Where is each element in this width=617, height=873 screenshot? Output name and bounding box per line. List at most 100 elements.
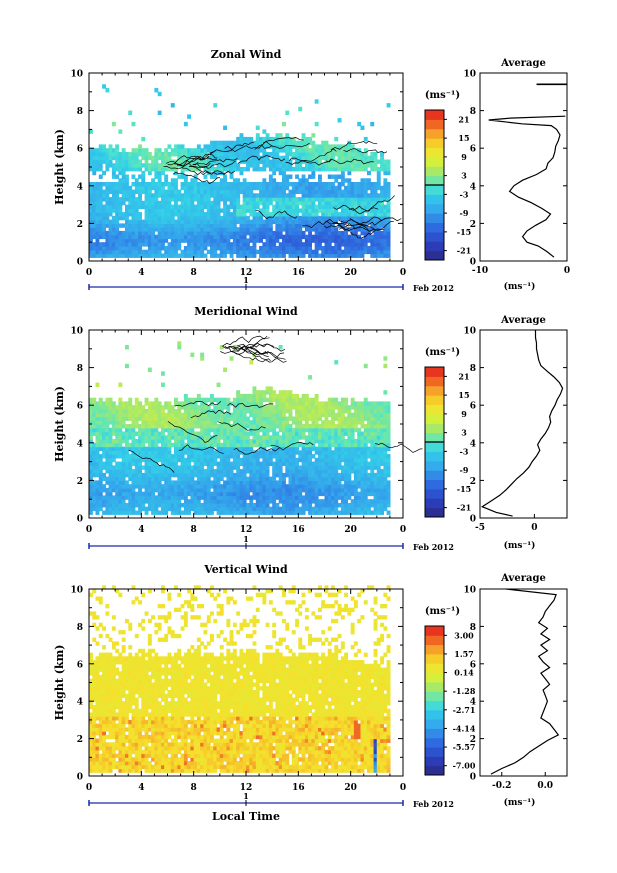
- heatmap-cell: [383, 238, 388, 243]
- heatmap-cell: [337, 465, 342, 470]
- heatmap-cell: [167, 204, 172, 209]
- heatmap-cell: [334, 469, 339, 474]
- heatmap-cell: [164, 427, 169, 433]
- heatmap-cell: [252, 503, 257, 508]
- heatmap-cell: [128, 204, 133, 209]
- heatmap-cell: [370, 238, 375, 243]
- heatmap-cell: [229, 197, 234, 202]
- heatmap-cell: [115, 461, 120, 466]
- heatmap-cell: [252, 420, 257, 425]
- heatmap-cell: [291, 182, 296, 187]
- heatmap-cell: [95, 491, 100, 497]
- heatmap-cell: [298, 469, 303, 474]
- heatmap-cell: [242, 242, 247, 247]
- heatmap-cell: [386, 167, 391, 172]
- heatmap-cell: [275, 182, 280, 187]
- heatmap-cell: [331, 491, 335, 497]
- heatmap-cell: [262, 234, 267, 240]
- heatmap-cell: [314, 495, 319, 500]
- heatmap-cell: [111, 472, 116, 478]
- heatmap-cell: [242, 446, 247, 451]
- heatmap-cell: [301, 506, 306, 512]
- heatmap-cell: [291, 253, 296, 258]
- heatmap-cell: [324, 409, 329, 414]
- heatmap-cell: [331, 450, 335, 455]
- heatmap-cell: [128, 246, 133, 251]
- heatmap-cell: [147, 446, 152, 451]
- heatmap-cell: [213, 457, 218, 463]
- heatmap-cell: [380, 155, 384, 161]
- heatmap-cell: [344, 144, 348, 149]
- heatmap-cell: [167, 185, 172, 191]
- heatmap-cell: [265, 405, 270, 410]
- heatmap-cell: [138, 401, 142, 406]
- heatmap-cell: [151, 446, 155, 451]
- heatmap-cell: [151, 416, 155, 421]
- heatmap-cell: [154, 503, 159, 508]
- heatmap-cell: [246, 461, 250, 466]
- heatmap-cell: [275, 159, 280, 164]
- heatmap-cell: [190, 238, 195, 243]
- heatmap-cell: [383, 253, 388, 258]
- heatmap-cell: [131, 442, 136, 448]
- heatmap-cell: [125, 189, 129, 194]
- heatmap-cell: [321, 253, 326, 258]
- heatmap-cell: [154, 155, 159, 161]
- heatmap-cell: [170, 487, 175, 493]
- heatmap-cell: [318, 193, 322, 198]
- heatmap-cell: [92, 200, 97, 206]
- heatmap-cell: [291, 136, 296, 142]
- heatmap-cell: [275, 212, 280, 217]
- heatmap-cell: [95, 457, 100, 463]
- heatmap-cell: [291, 487, 296, 493]
- heatmap-cell: [268, 193, 273, 198]
- heatmap-cell: [268, 152, 273, 157]
- heatmap-cell: [118, 234, 123, 240]
- heatmap-cell: [282, 461, 286, 466]
- heatmap-cell: [157, 148, 162, 153]
- heatmap-cell: [308, 246, 312, 251]
- heatmap-cell: [347, 416, 352, 421]
- heatmap-cell: [196, 393, 201, 399]
- heatmap-cell: [206, 487, 211, 493]
- heatmap-cell: [344, 242, 348, 247]
- heatmap-cell: [183, 401, 188, 406]
- heatmap-cell: [298, 185, 303, 191]
- heatmap-cell: [154, 197, 159, 202]
- heatmap-cell: [304, 424, 309, 429]
- heatmap-cell: [327, 249, 332, 255]
- heatmap-cell: [177, 427, 182, 433]
- heatmap-cell: [363, 185, 368, 191]
- heatmap-cell: [350, 253, 355, 258]
- heatmap-cell: [193, 499, 198, 504]
- heatmap-cell: [347, 487, 352, 493]
- heatmap-cell: [239, 152, 244, 157]
- heatmap-cell: [141, 249, 146, 255]
- heatmap-cell: [102, 409, 106, 414]
- heatmap-cell: [187, 503, 191, 508]
- heatmap-cell: [200, 439, 205, 444]
- heatmap-cell: [105, 185, 110, 191]
- heatmap-cell: [128, 219, 133, 224]
- heatmap-cell: [92, 506, 97, 512]
- heatmap-cell: [111, 155, 116, 161]
- heatmap-cell: [141, 465, 146, 470]
- heatmap-cell: [314, 242, 319, 247]
- heatmap-cell: [311, 472, 316, 478]
- heatmap-cell: [131, 495, 136, 500]
- heatmap-cell: [144, 219, 149, 224]
- heatmap-cell: [249, 159, 254, 164]
- heatmap-cell: [255, 167, 260, 172]
- heatmap-cell: [321, 450, 326, 455]
- heatmap-cell: [190, 476, 195, 481]
- heatmap-cell: [134, 480, 139, 485]
- heatmap-cell: [144, 401, 149, 406]
- heatmap-cell: [347, 476, 352, 481]
- heatmap-cell: [376, 230, 381, 236]
- heatmap-cell: [144, 409, 149, 414]
- heatmap-cell: [353, 155, 358, 161]
- heatmap-cell: [370, 212, 375, 217]
- heatmap-cell: [98, 446, 103, 451]
- heatmap-cell: [229, 446, 234, 451]
- heatmap-cell: [121, 435, 126, 440]
